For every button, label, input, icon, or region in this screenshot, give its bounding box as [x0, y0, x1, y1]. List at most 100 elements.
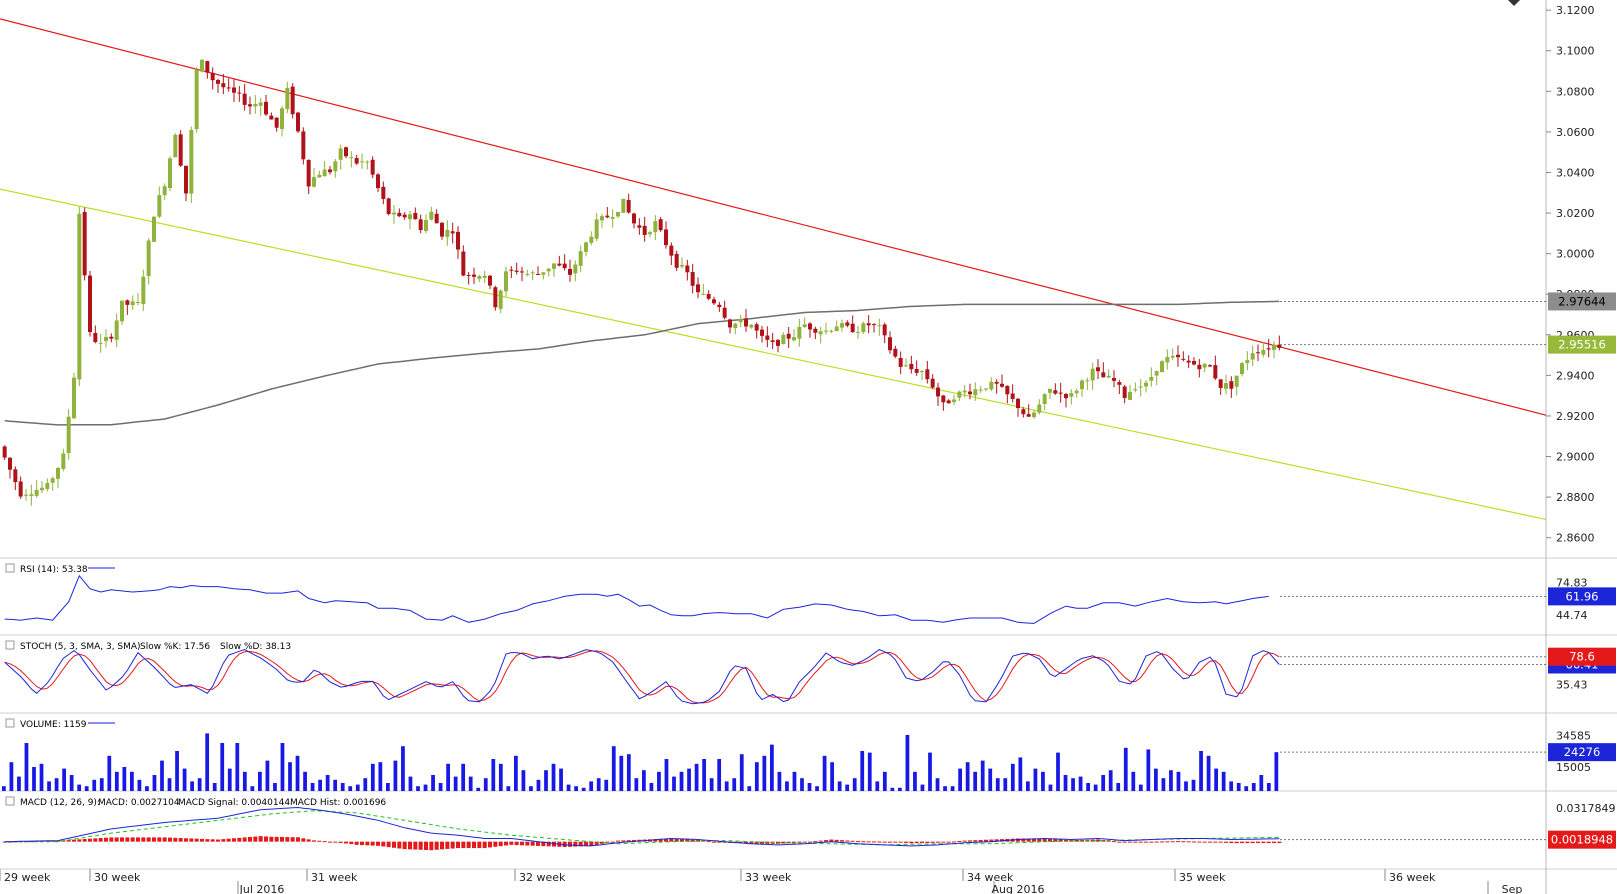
macd-hist-bar [829, 839, 834, 842]
volume-bar [355, 784, 360, 791]
volume-bar [634, 778, 639, 791]
chevron-down-icon[interactable] [1508, 0, 1520, 6]
bear-candle [13, 466, 18, 491]
macd-toggle-icon[interactable] [5, 796, 15, 806]
month-label: Aug 2016 [992, 883, 1045, 894]
volume-bar [830, 762, 834, 791]
volume-bar [611, 746, 616, 791]
volume-bar [1266, 783, 1271, 791]
macd-hist-bar [146, 837, 151, 842]
macd-hist-bar [109, 837, 114, 842]
candle-body [877, 325, 882, 327]
candle-body [861, 323, 866, 333]
macd-hist-bar [690, 839, 695, 842]
volume-bar [619, 755, 624, 791]
candle-body [1064, 393, 1068, 399]
candle-body [408, 214, 412, 220]
candle-body [1224, 383, 1228, 389]
candle-body [8, 457, 12, 470]
macd-hist-bar [941, 841, 946, 843]
candle-body [1149, 376, 1154, 381]
volume-bar [604, 779, 609, 791]
macd-hist-bar [1117, 841, 1122, 843]
macd-hist-bar [397, 841, 402, 849]
support-trendline [0, 188, 1547, 521]
bull-candle [338, 144, 343, 170]
macd-hist-bar [749, 841, 754, 844]
candle-body [509, 269, 514, 271]
macd-hist-bar [664, 838, 668, 842]
macd-hist-bar [184, 838, 188, 842]
candle-body [1250, 353, 1255, 360]
volume-bar [197, 778, 202, 791]
volume-bar [446, 763, 450, 791]
volume-toggle-icon[interactable] [5, 718, 15, 728]
candle-body [312, 177, 316, 187]
macd-hist-bar [418, 841, 423, 850]
candle-body [1208, 365, 1212, 367]
macd-hist-bar [472, 841, 476, 849]
volume-bar [1161, 778, 1166, 791]
bear-candle [456, 226, 460, 259]
stoch-toggle-icon[interactable] [5, 640, 15, 650]
volume-bar [559, 768, 563, 791]
candle-body [93, 333, 98, 343]
candle-body [1032, 412, 1036, 418]
macd-hist-bar [946, 841, 951, 843]
week-label: 32 week [519, 871, 566, 884]
macd-hist-bar [370, 841, 375, 846]
macd-hist-bar [893, 841, 898, 843]
macd-tick-label: 0.0317849 [1556, 802, 1616, 815]
candle-body [429, 211, 434, 220]
candle-body [461, 251, 466, 276]
candle-body [482, 275, 487, 278]
candle-body [1202, 363, 1207, 368]
volume-bar [867, 752, 872, 791]
macd-hist-bar [610, 841, 615, 843]
candle-body [493, 287, 498, 308]
candle-body [786, 333, 791, 339]
macd-hist-bar [130, 837, 135, 842]
volume-bar [1078, 776, 1083, 791]
macd-hist-bar [1170, 841, 1175, 843]
bear-candle [221, 73, 226, 95]
rsi-toggle-icon[interactable] [5, 563, 15, 573]
candle-body [1085, 380, 1090, 382]
candle-body [237, 92, 242, 94]
bull-candle [29, 484, 34, 506]
bear-candle [328, 165, 332, 175]
candle-body [1117, 382, 1122, 385]
candle-body [632, 213, 636, 224]
bear-candle [1058, 382, 1063, 403]
candle-body [653, 221, 658, 233]
volume-bar [770, 744, 774, 791]
candle-body [226, 87, 231, 89]
candle-body [216, 80, 220, 84]
bear-candle [488, 274, 492, 290]
bull-candle [498, 289, 503, 314]
macd-hist-bar [1250, 841, 1255, 844]
rsi-line [4, 574, 1269, 624]
candle-body [872, 324, 876, 326]
macd-hist-bar [1218, 841, 1223, 843]
week-label: 36 week [1389, 871, 1436, 884]
candle-body [498, 290, 503, 309]
candle-body [365, 161, 370, 163]
candle-body [621, 198, 626, 213]
bull-candle [114, 313, 119, 348]
candle-body [1000, 383, 1004, 387]
volume-bar [845, 784, 850, 791]
macd-hist-bar [237, 837, 242, 842]
bear-candle [669, 242, 674, 266]
candle-body [141, 276, 146, 304]
candle-body [1240, 363, 1244, 375]
bear-candle [1117, 379, 1122, 395]
bear-candle [888, 331, 892, 354]
volume-bar [1146, 749, 1151, 791]
macd-hist-bar [461, 841, 466, 849]
candle-body [322, 169, 327, 177]
week-label: 31 week [311, 871, 358, 884]
macd-hist-bar [1165, 841, 1170, 843]
